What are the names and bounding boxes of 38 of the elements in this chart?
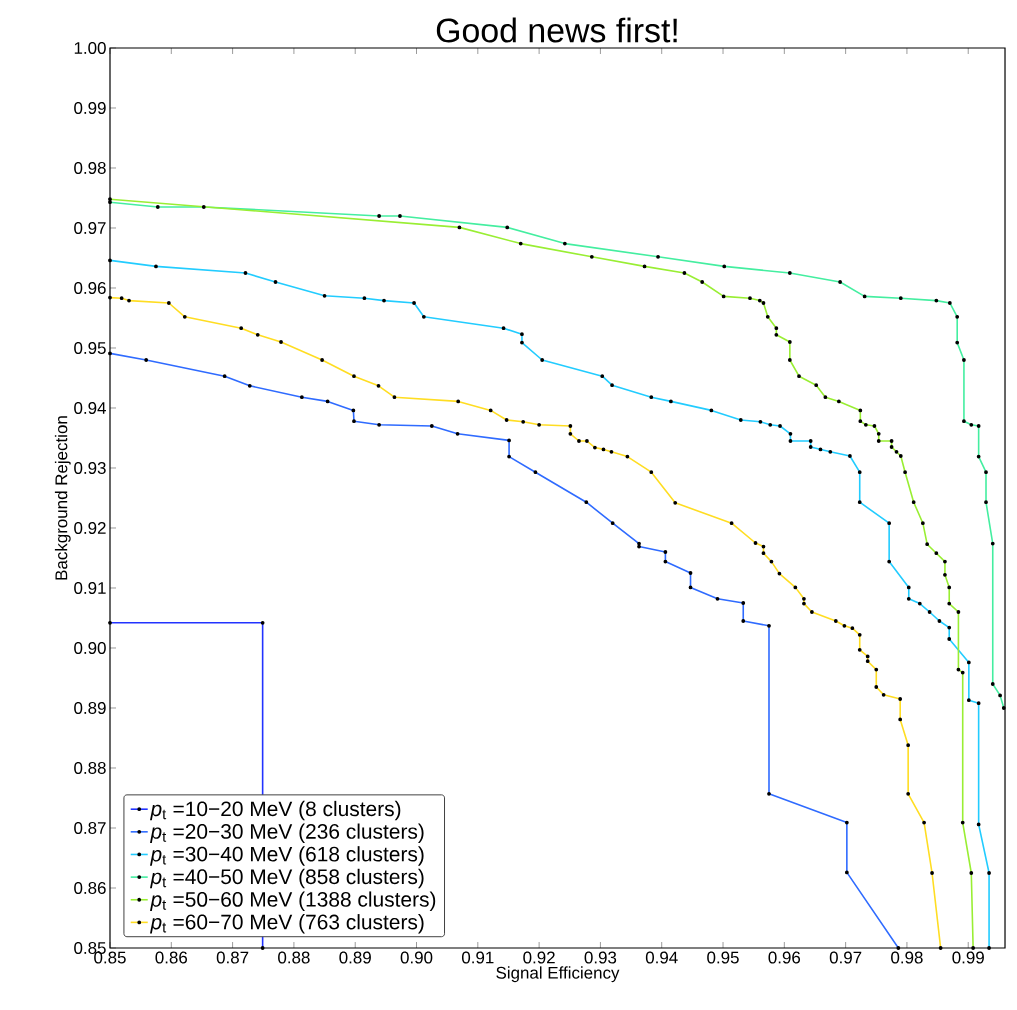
y-tick-label: 0.87: [74, 822, 106, 834]
y-tick-label: 0.93: [74, 462, 106, 474]
x-tick-label: 0.96: [768, 951, 801, 964]
y-tick-label: 0.92: [74, 522, 106, 534]
x-tick-label: 0.86: [155, 951, 188, 964]
legend-label: p$_{t}$ =20−30 MeV (236 clusters): [150, 823, 424, 844]
y-tick-label: 0.94: [74, 402, 106, 414]
y-tick-label: 0.90: [74, 642, 106, 654]
x-axis-title: Signal Efficiency: [496, 966, 620, 983]
legend-label: p$_{t}$ =50−60 MeV (1388 clusters): [150, 891, 436, 911]
x-tick-label: 0.89: [339, 951, 371, 964]
x-tick-label: 0.91: [461, 951, 494, 964]
y-tick-label: 0.97: [74, 221, 106, 234]
y-tick-label: 0.99: [74, 101, 106, 114]
y-tick-label: 0.86: [74, 882, 106, 894]
x-tick-label: 0.94: [645, 951, 678, 964]
x-tick-label: 0.90: [400, 951, 433, 964]
x-tick-label: 0.93: [584, 951, 617, 964]
legend-label: p$_{t}$ =60−70 MeV (763 clusters): [150, 914, 424, 934]
x-tick-label: 0.88: [278, 951, 310, 964]
y-tick-label: 0.96: [74, 281, 106, 294]
x-tick-label: 0.99: [952, 951, 984, 964]
x-tick-label: 0.87: [216, 951, 249, 964]
x-tick-label: 0.98: [891, 951, 923, 964]
x-tick-label: 0.95: [707, 951, 739, 964]
legend-label: p$_{t}$ =30−40 MeV (618 clusters): [150, 846, 424, 866]
y-tick-label: 0.89: [74, 702, 106, 714]
legend-label: p$_{t}$ =10−20 MeV (8 clusters): [150, 800, 401, 821]
legend-label: p$_{t}$ =40−50 MeV (858 clusters): [150, 868, 424, 889]
y-tick-label: 0.88: [74, 762, 106, 774]
y-axis-title: Background Rejection: [54, 416, 71, 580]
x-tick-label: 0.92: [523, 951, 555, 964]
x-tick-label: 0.97: [829, 951, 862, 964]
y-tick-label: 1.00: [74, 41, 106, 54]
y-tick-label: 0.91: [74, 582, 106, 594]
chart-title: Good news first!: [436, 17, 677, 43]
y-tick-label: 0.98: [74, 161, 106, 174]
y-tick-label: 0.95: [74, 341, 106, 354]
